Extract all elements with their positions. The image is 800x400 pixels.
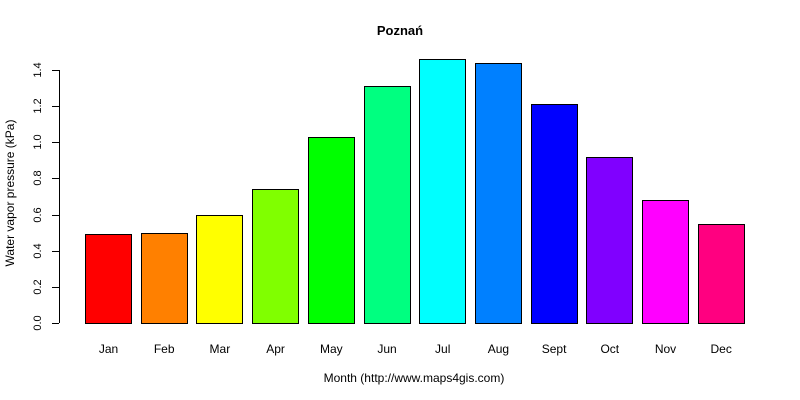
bar-may [307,136,355,324]
x-tick-label: Aug [487,342,510,356]
y-tick [52,178,59,180]
x-tick-label: Oct [600,342,620,356]
x-tick-label: Jan [98,342,119,356]
bar-apr [252,189,300,324]
y-tick [52,70,59,72]
y-axis [59,70,60,323]
y-tick-label: 0.2 [32,279,44,295]
x-tick-label: Apr [266,342,285,356]
bar-jan [85,234,132,324]
y-tick-label: 1.0 [32,134,44,150]
bar-jun [363,86,411,324]
y-tick-label: 0.8 [32,170,44,187]
bar-oct [586,156,634,324]
y-tick-label: 0.4 [32,243,44,259]
x-tick-label: Sept [541,342,567,356]
y-axis-label: Water vapor pressure (kPa) [3,119,17,267]
bar-mar [196,214,244,324]
y-tick-label: 0.6 [32,206,44,223]
bar-jul [419,59,467,324]
y-tick-label: 1.4 [32,62,44,78]
x-tick-label: May [319,342,343,356]
y-tick [52,323,59,324]
bar-nov [642,200,689,324]
x-tick-label: Jul [435,342,451,356]
y-tick-label: 0.0 [32,315,44,331]
x-tick-label: Jun [377,342,397,356]
y-tick [52,106,59,108]
y-tick [52,142,59,144]
x-tick-label: Feb [153,342,175,356]
bar-dec [697,223,745,324]
x-tick-label: Mar [209,342,231,356]
y-tick [52,250,59,252]
bar-sept [530,104,578,324]
y-tick-label: 1.2 [32,98,44,114]
x-tick-label: Dec [710,342,732,356]
chart-title: Poznań [376,23,424,38]
bar-feb [140,232,188,324]
y-tick [52,214,59,216]
y-tick [52,286,59,288]
x-tick-label: Nov [654,342,677,356]
bar-aug [474,62,522,324]
x-axis-label: Month (http://www.maps4gis.com) [323,371,505,385]
